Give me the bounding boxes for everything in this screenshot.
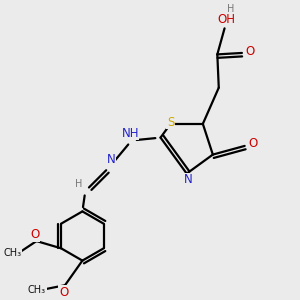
- Text: NH: NH: [122, 127, 139, 140]
- Text: CH₃: CH₃: [4, 248, 22, 258]
- Text: N: N: [107, 153, 116, 166]
- Text: N: N: [184, 173, 193, 187]
- Text: O: O: [248, 137, 257, 150]
- Text: O: O: [30, 228, 40, 241]
- Text: O: O: [245, 45, 255, 58]
- Text: H: H: [227, 4, 234, 14]
- Text: H: H: [75, 179, 82, 189]
- Text: CH₃: CH₃: [28, 284, 46, 295]
- Text: S: S: [167, 116, 174, 129]
- Text: O: O: [59, 286, 68, 299]
- Text: OH: OH: [218, 13, 236, 26]
